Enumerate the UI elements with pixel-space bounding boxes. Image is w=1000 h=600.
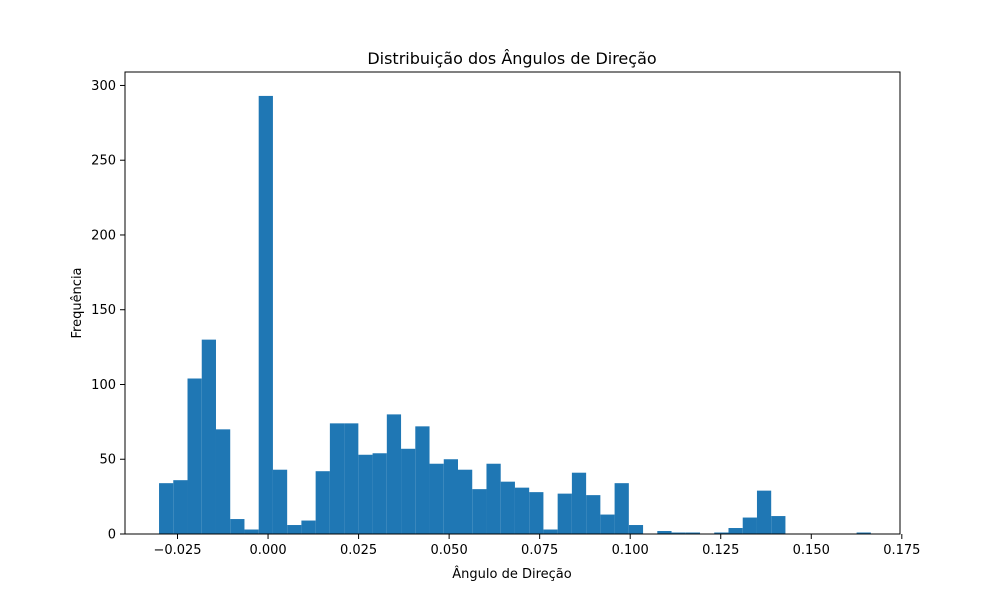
y-tick-label: 250 [91,154,116,169]
histogram-bar [287,525,302,534]
histogram-bar [557,493,572,534]
y-axis-label: Frequência [70,267,85,338]
x-tick-label: −0.025 [153,543,201,558]
histogram-bar [258,95,273,534]
x-tick-label: 0.100 [612,543,649,558]
y-tick-label: 150 [91,303,116,318]
x-tick-label: 0.150 [793,543,830,558]
histogram-bar [472,489,487,534]
histogram-bar [187,378,202,534]
histogram-bar [543,529,558,534]
histogram-bar [657,531,672,534]
histogram-bar [742,517,757,534]
histogram-bar [671,532,686,534]
histogram-bar [756,490,772,534]
histogram-bar [443,459,459,534]
histogram-bar [386,414,402,534]
histogram-bar [201,339,216,534]
y-tick-label: 300 [91,79,116,94]
histogram-bar [571,472,587,534]
histogram-bar [458,469,473,534]
histogram-bar [714,532,729,534]
histogram-bar [486,463,501,534]
histogram-bar [272,469,288,534]
histogram-bar [614,483,629,534]
histogram-bar [315,471,330,534]
x-axis-ticks: −0.025 0.000 0.025 0.050 0.075 0.100 0.125 0.15… [153,534,920,558]
histogram-bar [500,481,515,534]
histogram-bar [685,532,701,534]
y-tick-label: 200 [91,228,116,243]
histogram-bar [244,529,259,534]
histogram-bar [586,495,601,534]
x-tick-label: 0.000 [249,543,286,558]
x-tick-label: 0.050 [431,543,468,558]
x-tick-label: 0.175 [883,543,920,558]
y-tick-label: 50 [99,453,116,468]
histogram-bar [628,525,644,534]
histogram-bar [771,516,786,534]
y-tick-label: 100 [91,378,116,393]
histogram-bar [401,448,416,534]
histogram-bar [159,483,174,534]
histogram-bar [529,492,544,534]
x-tick-label: 0.075 [521,543,558,558]
histogram-bar [728,528,743,534]
x-tick-label: 0.125 [702,543,739,558]
histogram-bar [415,426,430,534]
plot-area-frame [124,71,901,535]
histogram-bar [344,423,359,534]
histogram-bar [173,480,188,534]
chart-title: Distribuição dos Ângulos de Direção [367,49,656,68]
histogram-bar [230,519,245,534]
histogram-bar [600,514,615,534]
x-tick-label: 0.025 [340,543,377,558]
histogram-bars [159,95,871,534]
histogram-bar [301,520,316,534]
histogram-bar [215,429,231,534]
histogram-bar [358,454,373,534]
histogram-bar [856,532,871,534]
histogram-bar [514,487,530,534]
histogram-bar [429,463,444,534]
y-axis-ticks: 0 50 100 150 200 250 300 [91,79,125,543]
y-tick-label: 0 [108,528,116,543]
histogram-bar [329,423,345,534]
histogram-bar [372,453,387,534]
x-axis-label: Ângulo de Direção [452,566,571,582]
